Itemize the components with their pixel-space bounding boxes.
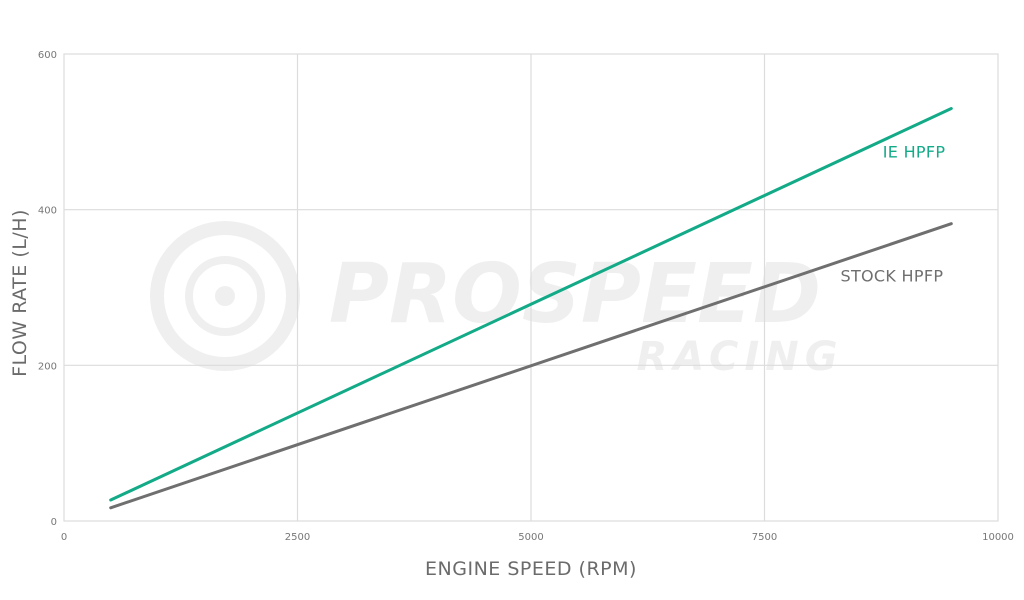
x-tick-label: 7500 [752, 532, 777, 543]
x-axis-title: ENGINE SPEED (RPM) [425, 558, 637, 580]
x-tick-label: 10000 [982, 532, 1014, 543]
plot-grid [63, 53, 999, 522]
y-tick-label: 400 [38, 206, 57, 217]
watermark-turbo-icon [150, 221, 300, 371]
series-labels: IE HPFP STOCK HPFP [840, 142, 945, 285]
prospeed-racing-watermark: PROSPEED RACING [150, 221, 843, 380]
y-tick-label: 600 [38, 50, 57, 61]
watermark-subbrand: RACING [636, 334, 843, 380]
y-axis-title: FLOW RATE (L/H) [9, 209, 31, 377]
x-tick-label: 0 [61, 532, 67, 543]
y-tick-label: 0 [51, 517, 57, 528]
y-tick-label: 200 [38, 361, 57, 372]
series-lines [109, 107, 953, 510]
x-tick-label: 5000 [518, 532, 543, 543]
series-label-1: IE HPFP [883, 142, 946, 161]
series-line-2 [109, 222, 953, 510]
series-line-1 [109, 107, 953, 502]
series-label-2: STOCK HPFP [840, 267, 943, 286]
axis-ticks: 0 2500 5000 7500 10000 0 200 400 600 [38, 50, 1014, 543]
x-tick-label: 2500 [285, 532, 310, 543]
watermark-brand: PROSPEED [329, 247, 821, 342]
